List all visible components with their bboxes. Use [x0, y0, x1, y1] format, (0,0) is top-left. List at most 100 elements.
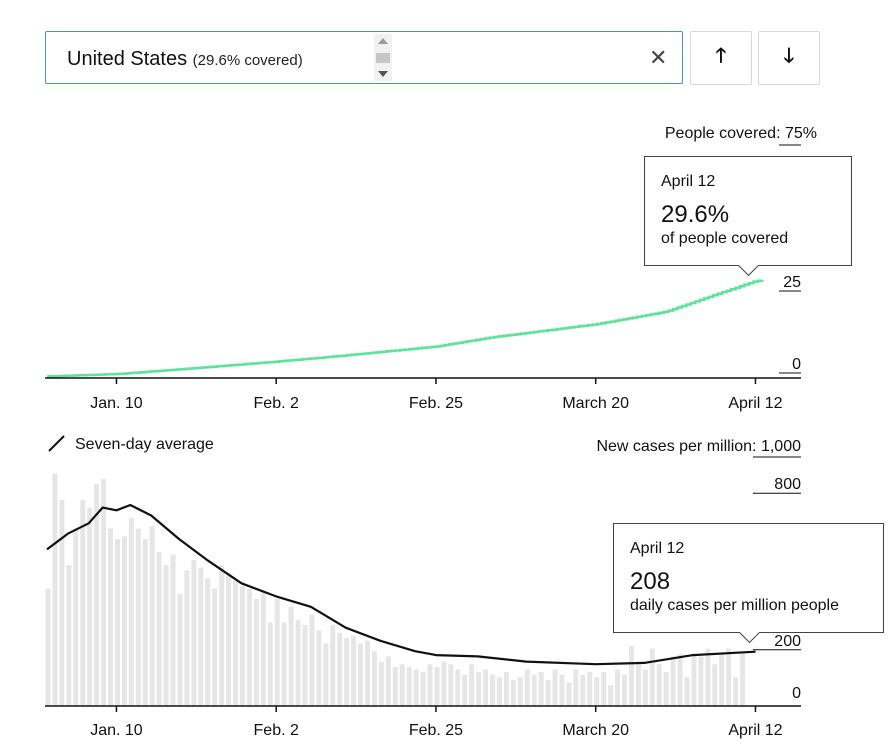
- y-tick-label: 200: [774, 633, 801, 650]
- daily-case-bar: [101, 478, 107, 706]
- tooltip-date: April 12: [661, 173, 716, 190]
- country-search-box[interactable]: United States (29.6% covered) ✕: [45, 31, 683, 84]
- daily-case-bar: [677, 653, 683, 706]
- daily-case-bar: [642, 669, 648, 706]
- daily-case-bar: [219, 565, 225, 706]
- daily-case-bar: [483, 669, 489, 706]
- daily-case-bar: [267, 622, 273, 706]
- daily-case-bar: [135, 528, 141, 706]
- daily-case-bar: [608, 685, 614, 706]
- daily-case-bar: [59, 499, 65, 706]
- daily-case-bar: [587, 672, 593, 706]
- x-tick-label: Jan. 10: [90, 395, 143, 412]
- daily-case-bar: [149, 525, 155, 706]
- daily-case-bar: [448, 664, 454, 706]
- daily-case-bar: [385, 656, 391, 706]
- daily-case-bar: [628, 645, 634, 706]
- x-tick-label: April 12: [728, 722, 782, 739]
- scroll-up-icon[interactable]: [378, 38, 388, 44]
- daily-case-bar: [226, 572, 232, 706]
- daily-case-bar: [670, 656, 676, 706]
- cases-chart: Seven-day average New cases per million:…: [45, 435, 801, 739]
- daily-case-bar: [344, 638, 350, 706]
- diagonal-line-icon: [48, 435, 65, 452]
- scroll-down-icon[interactable]: [378, 71, 388, 77]
- legend-label: Seven-day average: [75, 436, 214, 453]
- daily-case-bar: [455, 669, 461, 706]
- daily-case-bar: [705, 648, 711, 706]
- daily-case-bar: [552, 669, 558, 706]
- daily-case-bar: [684, 677, 690, 706]
- x-tick-label: Jan. 10: [90, 722, 143, 739]
- daily-case-bar: [80, 499, 86, 706]
- daily-case-bar: [469, 664, 475, 706]
- daily-case-bar: [691, 653, 697, 706]
- close-icon[interactable]: ✕: [649, 45, 668, 70]
- tooltip-value: 29.6%: [661, 201, 730, 228]
- previous-button[interactable]: 🡑: [690, 31, 752, 85]
- daily-case-bar: [531, 674, 537, 706]
- next-button[interactable]: 🡓: [758, 31, 820, 85]
- daily-case-bar: [45, 588, 51, 706]
- seven-day-average-line: [46, 503, 756, 666]
- y-tick-label: 0: [792, 685, 801, 702]
- daily-case-bar: [573, 669, 579, 706]
- coverage-line: [47, 279, 764, 378]
- daily-case-bar: [580, 674, 586, 706]
- daily-case-bar: [615, 669, 621, 706]
- tooltip-unit: of people covered: [661, 230, 789, 247]
- selected-country: United States (29.6% covered): [67, 48, 303, 70]
- daily-case-bar: [719, 653, 725, 706]
- cases-tooltip: April 12 208 daily cases per million peo…: [613, 523, 884, 644]
- daily-case-bar: [559, 674, 565, 706]
- daily-case-bar: [524, 669, 530, 706]
- daily-case-bar: [740, 653, 746, 706]
- daily-case-bar: [698, 656, 704, 706]
- tooltip-unit: daily cases per million people: [630, 597, 839, 614]
- daily-case-bar: [358, 643, 364, 706]
- daily-case-bar: [566, 682, 572, 706]
- daily-case-bar: [198, 567, 204, 706]
- daily-case-bar: [121, 536, 127, 706]
- daily-case-bar: [371, 651, 377, 706]
- daily-case-bar: [517, 677, 523, 706]
- daily-case-bar: [594, 677, 600, 706]
- daily-case-bar: [545, 679, 551, 706]
- daily-case-bar: [621, 674, 627, 706]
- daily-case-bar: [128, 518, 134, 706]
- daily-case-bar: [170, 554, 176, 706]
- daily-case-bar: [420, 672, 426, 706]
- daily-case-bar: [212, 588, 218, 706]
- daily-case-bar: [191, 559, 197, 706]
- daily-case-bar: [239, 585, 245, 706]
- daily-case-bar: [649, 648, 655, 706]
- daily-case-bar: [365, 640, 370, 706]
- daily-case-bar: [87, 507, 93, 706]
- daily-case-bar: [733, 677, 739, 706]
- daily-case-bar: [108, 528, 114, 706]
- coverage-chart: People covered: 75% 25 0 Jan. 10 Feb. 2 Feb…: [45, 125, 817, 412]
- daily-case-bar: [337, 632, 343, 706]
- daily-case-bar: [434, 666, 440, 706]
- dropdown-scrollbar[interactable]: [374, 34, 392, 81]
- daily-case-bar: [163, 565, 169, 706]
- scroll-thumb[interactable]: [376, 53, 390, 63]
- daily-case-bar: [142, 538, 148, 706]
- daily-case-bar: [233, 580, 239, 706]
- coverage-tooltip: April 12 29.6% of people covered: [644, 156, 852, 277]
- daily-case-bar: [94, 484, 100, 706]
- daily-case-bar: [295, 619, 301, 706]
- y-tick-label: 0: [792, 356, 801, 373]
- x-tick-label: Feb. 25: [409, 395, 463, 412]
- daily-case-bar: [510, 679, 516, 706]
- daily-case-bar: [184, 570, 190, 706]
- x-tick-label: April 12: [728, 395, 782, 412]
- daily-case-bar: [309, 614, 315, 706]
- daily-case-bar: [427, 664, 433, 706]
- daily-case-bar: [490, 674, 496, 706]
- daily-case-bar: [52, 473, 58, 706]
- daily-case-bar: [114, 538, 120, 706]
- daily-case-bar: [246, 588, 252, 706]
- x-tick-label: Feb. 2: [254, 722, 299, 739]
- tooltip-date: April 12: [630, 540, 685, 557]
